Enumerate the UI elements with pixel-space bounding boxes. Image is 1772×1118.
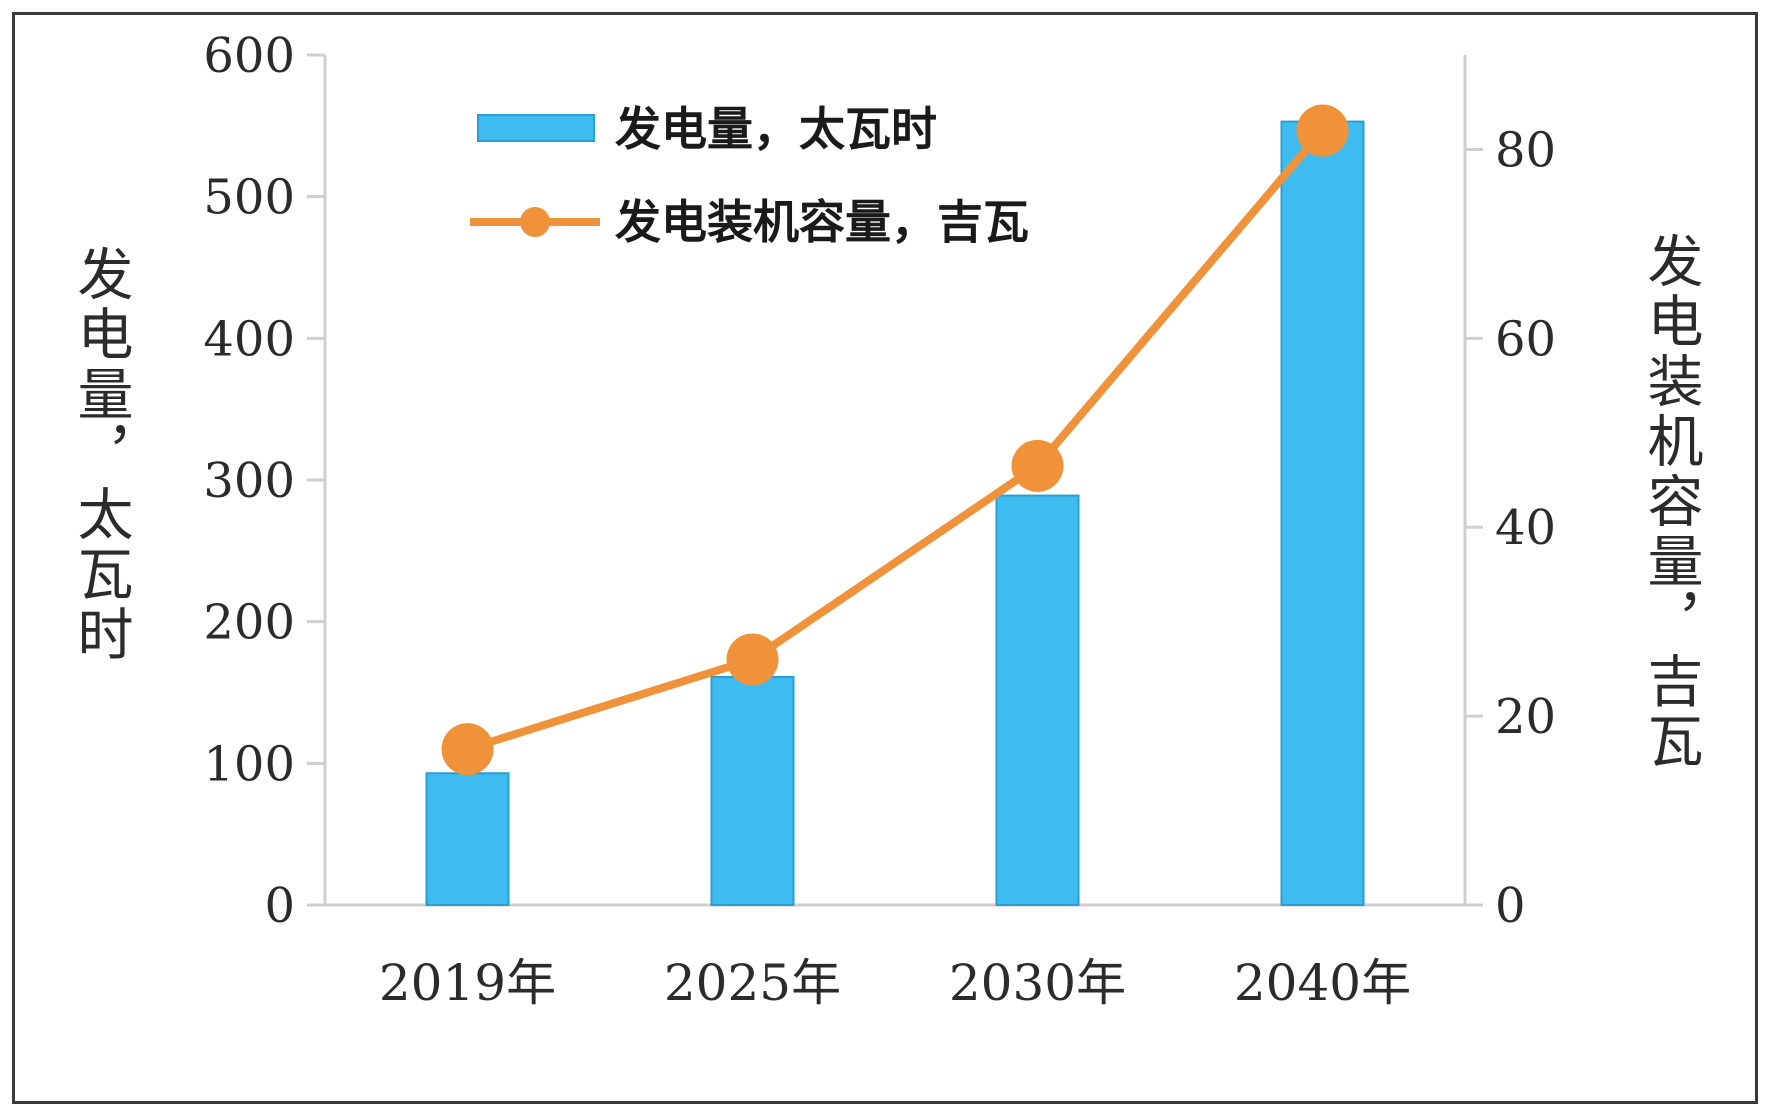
bar [995, 494, 1080, 906]
axes [307, 53, 1483, 907]
x-tick-label: 2040年 [1234, 954, 1411, 1012]
legend-bar-swatch [477, 114, 595, 142]
right-tick-label: 0 [1495, 878, 1526, 934]
legend-label-generation: 发电量，太瓦时 [615, 102, 937, 156]
left-tick-label: 100 [203, 736, 295, 792]
x-tick-label: 2025年 [664, 954, 841, 1012]
x-tick-label: 2030年 [949, 954, 1126, 1012]
legend-label-capacity: 发电装机容量，吉瓦 [615, 195, 1029, 249]
right-tick-label: 20 [1495, 689, 1556, 745]
category-labels: 2019年 2025年 2030年 2040年 [379, 954, 1411, 1012]
tick-labels: 0 100 200 300 400 500 600 0 20 40 60 80 [203, 28, 1556, 934]
left-tick-label: 500 [203, 170, 295, 226]
left-tick-label: 200 [203, 595, 295, 651]
capacity-point [441, 723, 494, 776]
y-axis-title: 发电量，太瓦时 [68, 245, 133, 665]
legend-line-marker [520, 207, 550, 237]
right-tick-label: 80 [1495, 122, 1556, 178]
bar [1280, 120, 1365, 907]
left-tick-label: 0 [264, 878, 295, 934]
bar [425, 772, 510, 906]
capacity-line [441, 104, 1349, 776]
x-tick-label: 2019年 [379, 954, 556, 1012]
right-tick-label: 60 [1495, 311, 1556, 367]
capacity-point [1296, 104, 1349, 157]
bars [425, 120, 1365, 907]
y2-axis-title: 发电装机容量，吉瓦 [1638, 232, 1703, 772]
capacity-point [1011, 439, 1064, 492]
right-tick-label: 40 [1495, 500, 1556, 556]
left-tick-label: 600 [203, 28, 295, 84]
chart-frame [12, 12, 1758, 1104]
capacity-series-line [466, 127, 1326, 753]
left-tick-label: 400 [203, 311, 295, 367]
bar [710, 675, 795, 907]
left-tick-label: 300 [203, 453, 295, 509]
capacity-point [726, 633, 779, 686]
